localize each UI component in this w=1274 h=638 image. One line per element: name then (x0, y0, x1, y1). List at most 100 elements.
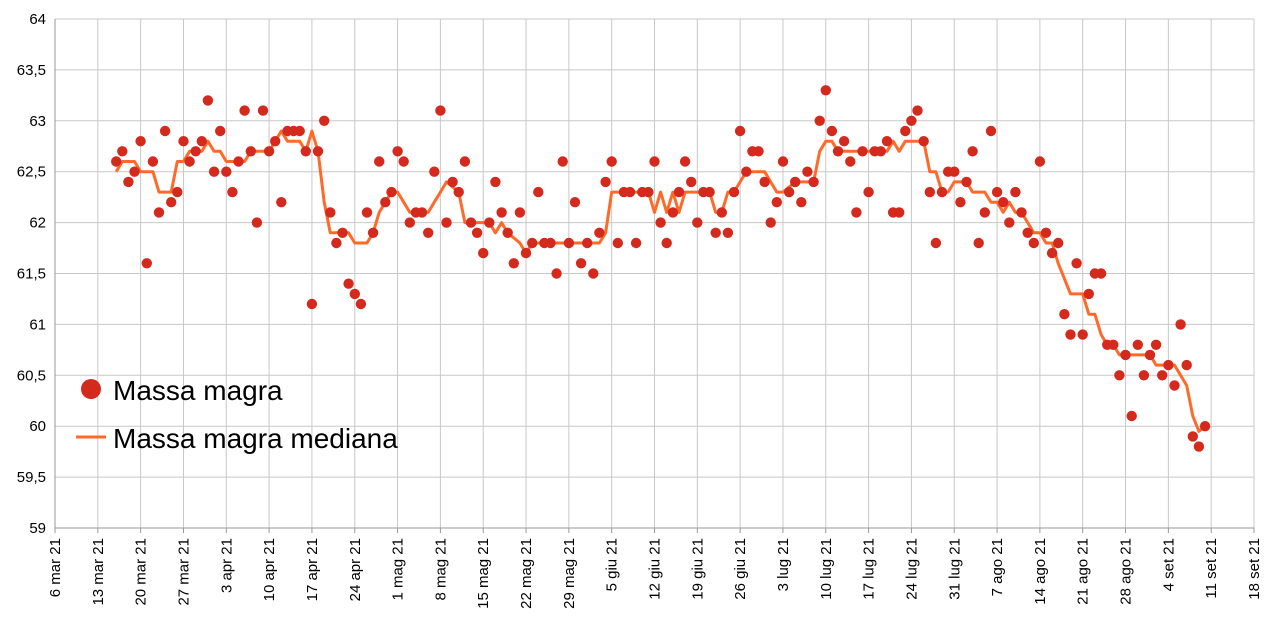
data-point (838, 136, 850, 147)
data-point (276, 197, 287, 208)
x-tick-label: 27 mar 21 (175, 538, 192, 606)
data-point (545, 237, 556, 249)
data-point (1199, 421, 1211, 432)
data-point (478, 247, 489, 259)
grid-lines (54, 18, 1255, 529)
x-tick-label: 29 mag 21 (561, 538, 578, 609)
data-point (153, 207, 165, 218)
data-point (1095, 268, 1107, 279)
x-tick-label: 17 apr 21 (304, 538, 321, 601)
data-point (221, 166, 232, 177)
data-point (606, 156, 617, 167)
data-point (906, 115, 917, 127)
data-point (1169, 380, 1180, 391)
data-point (190, 146, 201, 157)
data-point (1163, 359, 1174, 371)
y-tick-label: 60,5 (17, 367, 46, 384)
data-point (679, 156, 691, 167)
x-tick-label: 20 mar 21 (133, 538, 150, 606)
median-line-layer (114, 129, 1207, 433)
data-point (441, 217, 452, 228)
data-point (202, 95, 214, 106)
x-tick-label: 26 giu 21 (732, 538, 749, 600)
data-point (771, 197, 782, 208)
data-point (380, 197, 391, 208)
data-point (790, 176, 801, 188)
y-tick-label: 62 (29, 215, 46, 232)
data-point (215, 125, 226, 137)
data-point (349, 288, 360, 300)
x-tick-label: 10 apr 21 (261, 538, 278, 601)
axes (54, 19, 1255, 533)
scatter-points-layer (111, 85, 1211, 452)
data-point (1108, 339, 1119, 350)
data-point (374, 156, 385, 167)
data-point (337, 227, 348, 238)
data-point (294, 125, 305, 137)
y-tick-label: 62,5 (17, 164, 46, 181)
x-tick-label: 1 mag 21 (390, 538, 407, 601)
data-point (973, 237, 984, 249)
data-point (1132, 339, 1144, 350)
data-point (924, 186, 935, 198)
data-point (471, 227, 483, 238)
data-point (416, 207, 428, 218)
median-line (114, 129, 1207, 433)
data-point (667, 207, 679, 218)
data-point (514, 207, 526, 218)
data-point (429, 166, 440, 177)
data-point (1175, 319, 1186, 330)
data-point (1022, 227, 1033, 238)
data-point (857, 146, 868, 157)
data-point (447, 176, 458, 188)
data-point (918, 136, 929, 147)
data-point (734, 125, 746, 137)
data-point (955, 197, 966, 208)
data-point (704, 186, 715, 198)
data-point (196, 136, 207, 147)
data-point (159, 125, 171, 137)
data-point (820, 85, 831, 96)
data-point (991, 186, 1003, 198)
y-tick-label: 59 (29, 520, 46, 537)
data-point (111, 156, 122, 167)
data-point (630, 237, 642, 249)
data-point (147, 156, 159, 167)
data-point (851, 207, 862, 218)
data-point (692, 217, 703, 228)
data-point (343, 278, 354, 289)
x-tick-label: 3 apr 21 (218, 538, 235, 593)
data-point (1138, 370, 1150, 381)
data-point (716, 207, 727, 218)
data-point (123, 176, 134, 188)
data-point (900, 125, 911, 137)
data-point (184, 156, 195, 167)
x-tick-label: 24 lug 21 (903, 538, 920, 600)
data-point (435, 105, 446, 116)
data-point (741, 166, 752, 177)
data-point (569, 197, 581, 208)
data-point (612, 237, 623, 249)
data-point (600, 176, 611, 188)
data-point (117, 146, 128, 157)
data-point (1193, 441, 1205, 452)
data-point (135, 136, 146, 147)
data-point (728, 186, 740, 198)
data-point (1053, 237, 1064, 249)
data-point (355, 298, 367, 310)
data-point (166, 197, 177, 208)
x-tick-label: 4 set 21 (1160, 538, 1177, 591)
x-tick-label: 28 ago 21 (1118, 538, 1135, 605)
x-tick-label: 21 ago 21 (1075, 538, 1092, 605)
data-point (1040, 227, 1052, 238)
data-point (319, 115, 330, 127)
data-point (233, 156, 244, 167)
data-point (1028, 237, 1040, 249)
data-point (912, 105, 923, 116)
data-point (783, 186, 795, 198)
data-point (1010, 186, 1021, 198)
x-tick-label: 19 giu 21 (689, 538, 706, 600)
data-point (423, 227, 434, 238)
data-point (1046, 247, 1058, 259)
